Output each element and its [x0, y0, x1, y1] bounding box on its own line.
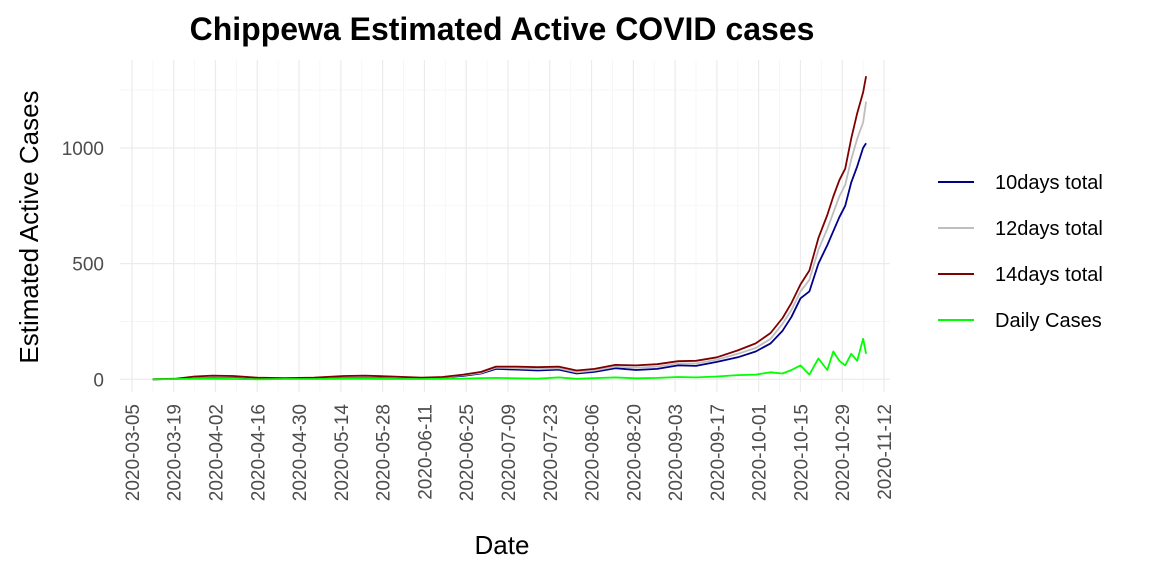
- x-tick-label: 2020-08-20: [624, 404, 645, 501]
- x-tick-label: 2020-05-28: [374, 404, 395, 501]
- series-line-14days-total: [152, 76, 867, 381]
- x-tick-label: 2020-10-29: [833, 404, 854, 501]
- x-tick-label: 2020-03-19: [165, 404, 186, 501]
- x-tick-label: 2020-09-17: [708, 404, 729, 501]
- x-tick-label: 2020-09-03: [666, 404, 687, 501]
- x-tick-label: 2020-11-12: [875, 404, 896, 500]
- x-tick-label: 2020-07-09: [499, 404, 520, 501]
- x-tick-label: 2020-06-11: [415, 404, 436, 500]
- x-axis-ticks: 2020-03-05 2020-03-19 2020-04-02 2020-04-16…: [123, 404, 896, 502]
- x-tick-label: 2020-07-23: [541, 404, 562, 501]
- y-tick-label: 500: [72, 255, 104, 276]
- legend-label-14days-total: 14days total: [995, 264, 1103, 286]
- x-tick-label: 2020-04-16: [248, 404, 269, 501]
- x-tick-label: 2020-10-15: [791, 404, 812, 501]
- y-axis-ticks: 0 500 1000: [62, 139, 104, 391]
- legend-label-10days-total: 10days total: [995, 172, 1103, 194]
- legend-label-12days-total: 12days total: [995, 218, 1103, 240]
- x-tick-label: 2020-08-06: [583, 404, 604, 501]
- x-tick-label: 2020-04-02: [207, 404, 228, 501]
- y-axis-title: Estimated Active Cases: [14, 90, 44, 363]
- x-tick-label: 2020-10-01: [750, 404, 771, 501]
- chart-title: Chippewa Estimated Active COVID cases: [190, 11, 815, 47]
- y-tick-label: 0: [93, 370, 104, 391]
- x-tick-label: 2020-04-30: [290, 404, 311, 501]
- x-tick-label: 2020-05-14: [332, 404, 353, 502]
- x-tick-label: 2020-06-25: [457, 404, 478, 501]
- legend-label-daily-cases: Daily Cases: [995, 310, 1102, 332]
- x-axis-title: Date: [475, 530, 530, 560]
- series-group: [152, 76, 867, 381]
- x-tick-label: 2020-03-05: [123, 404, 144, 501]
- legend: 10days total 12days total 14days total Dail…: [938, 172, 1103, 332]
- y-tick-label: 1000: [62, 139, 104, 160]
- series-line-daily-cases: [152, 337, 867, 381]
- grid: [120, 60, 890, 392]
